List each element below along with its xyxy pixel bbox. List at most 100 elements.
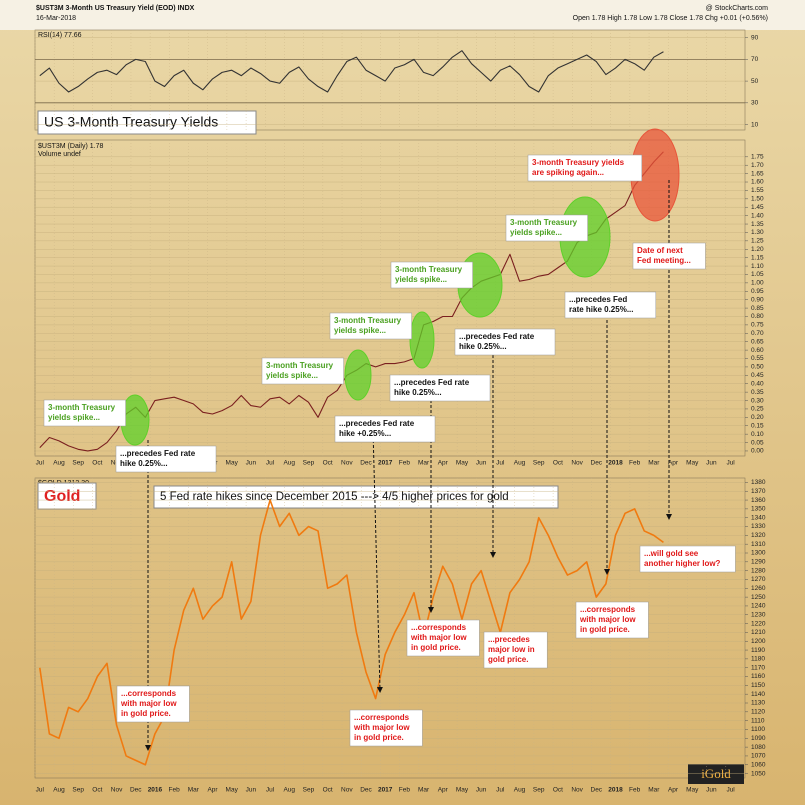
x-tick-label: Mar <box>418 460 430 467</box>
x-tick-label: Aug <box>514 787 526 794</box>
x-tick-label: Jun <box>476 787 487 794</box>
y-tick-label: 0.75 <box>751 322 764 329</box>
x-tick-label: May <box>456 787 469 794</box>
y-tick-label: 0.40 <box>751 380 764 387</box>
y-tick-label: 1.00 <box>751 280 764 287</box>
x-tick-label: Feb <box>399 460 411 467</box>
y-tick-label: 1.60 <box>751 179 764 186</box>
y-tick-label: 1360 <box>751 497 766 504</box>
y-tick-label: 1.15 <box>751 254 764 261</box>
y-tick-label: 1350 <box>751 506 766 513</box>
x-tick-label: Apr <box>207 787 218 794</box>
x-tick-label: Sep <box>303 460 315 467</box>
x-tick-label: Jun <box>246 460 257 467</box>
y-tick-label: 0.30 <box>751 397 764 404</box>
x-tick-label: Dec <box>130 787 142 794</box>
y-tick-label: 0.15 <box>751 422 764 429</box>
gold-title: Gold <box>44 488 80 505</box>
x-tick-label: Aug <box>283 787 295 794</box>
y-tick-label: 1250 <box>751 594 766 601</box>
y-tick-label: 1180 <box>751 656 765 663</box>
x-tick-label: Aug <box>283 460 295 467</box>
annotation-text: hike 0.25%... <box>394 388 442 397</box>
annotation-text: rate hike 0.25%... <box>569 305 633 314</box>
x-tick-label: Mar <box>648 787 660 794</box>
annotation-box <box>389 374 491 402</box>
x-tick-label: Nov <box>571 460 583 467</box>
x-tick-label: Oct <box>92 460 102 467</box>
x-tick-label: Oct <box>553 787 563 794</box>
annotation-text: in gold price. <box>354 733 404 742</box>
x-tick-label: Apr <box>438 460 449 467</box>
x-tick-label: Sep <box>533 787 545 794</box>
x-tick-label: Dec <box>591 787 603 794</box>
y-tick-label: 1290 <box>751 559 766 566</box>
y-tick-label: 1340 <box>751 514 766 521</box>
x-tick-label: Apr <box>438 787 449 794</box>
y-tick-label: 70 <box>751 56 759 63</box>
annotation-text: 3-month Treasury <box>510 218 578 227</box>
x-tick-label: Nov <box>111 787 123 794</box>
x-tick-label: Mar <box>188 787 200 794</box>
x-tick-label: Feb <box>399 787 411 794</box>
y-tick-label: 1120 <box>751 709 765 716</box>
y-tick-label: 1330 <box>751 523 766 530</box>
logo-box <box>688 764 744 784</box>
annotation-text: Date of next <box>637 246 683 255</box>
y-tick-label: 1070 <box>751 753 766 760</box>
x-tick-label: Jun <box>476 460 487 467</box>
annotation-box <box>505 214 588 242</box>
headline: 5 Fed rate hikes since December 2015 ---… <box>160 491 509 503</box>
rsi-panel <box>34 29 746 131</box>
x-tick-label: Jul <box>36 787 45 794</box>
x-tick-label: Jun <box>706 460 717 467</box>
annotation-text: gold price. <box>488 655 528 664</box>
annotation-text: ...precedes Fed rate <box>339 419 415 428</box>
x-tick-label: Feb <box>629 460 641 467</box>
annotation-box <box>639 545 736 573</box>
x-tick-label: Sep <box>303 787 315 794</box>
annotation-text: are spiking again... <box>532 168 604 177</box>
y-tick-label: 1320 <box>751 532 766 539</box>
x-tick-label: May <box>456 460 469 467</box>
annotation-text: 3-month Treasury <box>266 361 334 370</box>
annotation-text: ...precedes Fed rate <box>459 332 535 341</box>
y-tick-label: 1.35 <box>751 221 764 228</box>
x-tick-label: May <box>686 460 699 467</box>
x-tick-label: Nov <box>341 787 353 794</box>
x-tick-label: Jul <box>266 460 275 467</box>
x-tick-label: Oct <box>553 460 563 467</box>
y-tick-label: 10 <box>751 121 759 128</box>
x-tick-label: Jul <box>726 787 735 794</box>
annotation-text: ...corresponds <box>580 605 636 614</box>
annotation-text: ...will gold see <box>644 549 699 558</box>
x-tick-label: Jul <box>496 460 505 467</box>
y-tick-label: 0.80 <box>751 313 764 320</box>
quote: Open 1.78 High 1.78 Low 1.78 Close 1.78 … <box>573 15 768 22</box>
x-tick-label: May <box>226 787 239 794</box>
annotation-text: Fed meeting... <box>637 256 691 265</box>
x-tick-label: May <box>686 787 699 794</box>
y-tick-label: 0.55 <box>751 355 764 362</box>
annotation-text: with major low <box>120 699 177 708</box>
x-tick-label: Aug <box>514 460 526 467</box>
x-tick-label: Jul <box>266 787 275 794</box>
ust-title-box <box>37 110 257 135</box>
x-tick-label: Aug <box>53 460 65 467</box>
annotation-text: yields spike... <box>48 413 100 422</box>
y-tick-label: 1060 <box>751 761 766 768</box>
x-tick-label: Dec <box>360 787 372 794</box>
annotation-text: yields spike... <box>266 371 318 380</box>
y-tick-label: 1090 <box>751 735 766 742</box>
y-tick-label: 1.70 <box>751 162 764 169</box>
y-tick-label: 1.75 <box>751 154 764 161</box>
y-tick-label: 0.70 <box>751 330 764 337</box>
y-tick-label: 1280 <box>751 567 766 574</box>
y-tick-label: 90 <box>751 34 759 41</box>
rsi-label: RSI(14) 77.66 <box>38 32 82 39</box>
y-tick-label: 1260 <box>751 585 766 592</box>
annotation-text: yields spike... <box>395 275 447 284</box>
x-tick-label: Feb <box>169 787 181 794</box>
